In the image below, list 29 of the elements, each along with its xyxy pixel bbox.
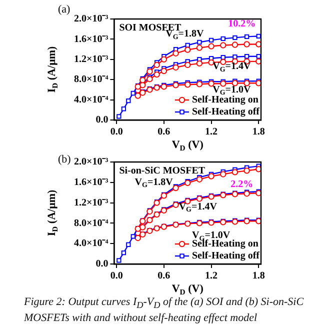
caption: Figure 2: Output curves I$_{D}$-V$_{D}$ of the (a) SOI and (b) Si-on-SiC MOSFETs with and without self-heating effect model [24, 296, 305, 326]
x-tick-label: 0.0 [110, 270, 123, 282]
x-tick-label: 0.6 [158, 270, 170, 282]
y-tick-label: 4.0×10⁻⁴ [74, 238, 108, 250]
x-tick-label: 1.8 [252, 270, 265, 282]
y-tick-label: 8.0×10⁻⁴ [74, 74, 108, 86]
annotation: 10.2% [228, 18, 256, 30]
y-tick-label: 2.0×10⁻³ [74, 156, 108, 168]
annotation: 2.2% [230, 179, 254, 190]
x-tick-label: 0.0 [110, 126, 123, 138]
y-tick-label: 1.6×10⁻³ [74, 176, 108, 188]
x-tick-label: 1.8 [252, 126, 265, 138]
legend-label: Self-Heating off [192, 106, 260, 118]
text: (b) [58, 153, 72, 166]
chart-title: Si-on-SiC MOSFET [119, 166, 206, 177]
y-tick-label: 2.0×10⁻³ [74, 14, 108, 25]
y-tick-label: 0.0 [96, 114, 108, 126]
x-tick-label: 1.2 [205, 270, 218, 282]
y-tick-label: 1.2×10⁻³ [74, 54, 108, 65]
y-tick-label: 0.0 [96, 258, 108, 270]
y-tick-label: 1.6×10⁻³ [74, 34, 108, 45]
legend-label: Self-Heating off [192, 250, 260, 262]
y-tick-label: 1.2×10⁻³ [74, 197, 108, 208]
text: (a) [58, 3, 71, 16]
y-tick-label: 8.0×10⁻⁴ [74, 218, 108, 229]
legend-label: Self-Heating on [192, 94, 259, 106]
x-tick-label: 0.6 [158, 126, 170, 138]
y-tick-label: 4.0×10⁻⁴ [74, 94, 108, 106]
x-tick-label: 1.2 [205, 126, 218, 138]
